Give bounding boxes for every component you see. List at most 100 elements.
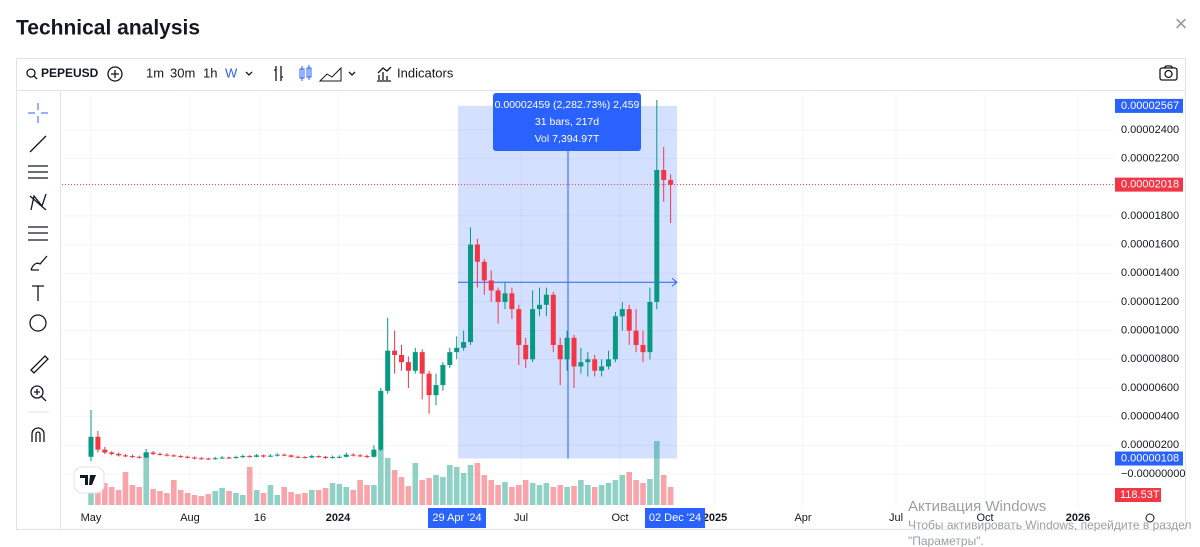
chevron[interactable] bbox=[348, 71, 356, 76]
text-tool[interactable] bbox=[32, 285, 44, 301]
volume-bar bbox=[371, 485, 377, 505]
close-button[interactable]: × bbox=[1175, 11, 1188, 36]
volume-bar bbox=[191, 495, 198, 505]
candle-body bbox=[647, 301, 653, 353]
volume-bar bbox=[226, 491, 232, 505]
y-tick-label: 0.00001400 bbox=[1121, 267, 1179, 279]
time-label: Apr bbox=[794, 512, 811, 524]
candle-body bbox=[281, 454, 287, 456]
symbol[interactable]: PEPEUSD bbox=[41, 66, 99, 80]
volume-bar bbox=[288, 492, 294, 505]
chevron[interactable] bbox=[245, 71, 253, 76]
volume-bar bbox=[578, 480, 584, 505]
time-label: Jul bbox=[889, 512, 903, 524]
candle-body bbox=[488, 280, 494, 291]
candle-body bbox=[150, 452, 156, 454]
trend-line-tool[interactable] bbox=[29, 135, 47, 153]
candle-body bbox=[405, 362, 411, 371]
screenshot-button[interactable] bbox=[1159, 65, 1178, 81]
emoji-tool[interactable] bbox=[29, 314, 47, 332]
candle-body bbox=[378, 390, 384, 450]
volume-bar bbox=[329, 483, 336, 505]
volume-bar bbox=[115, 490, 122, 505]
y-tick-label: 0.00001600 bbox=[1121, 238, 1179, 250]
volume-bar bbox=[205, 494, 212, 505]
volume-bar bbox=[440, 477, 446, 505]
volume-bar bbox=[654, 441, 660, 505]
candle-body bbox=[185, 456, 191, 458]
volume-bar bbox=[309, 490, 315, 505]
candle-body bbox=[412, 352, 418, 371]
volume-bar bbox=[274, 495, 281, 505]
area-icon[interactable] bbox=[318, 66, 342, 82]
candle-body bbox=[606, 359, 611, 367]
candle-body bbox=[537, 304, 542, 310]
symbol-search[interactable]: PEPEUSD bbox=[26, 66, 99, 80]
volume-bar bbox=[536, 485, 543, 505]
volume-bar bbox=[302, 493, 308, 505]
candle-body bbox=[661, 170, 667, 181]
candle-body bbox=[267, 455, 273, 457]
candle-body bbox=[219, 457, 225, 459]
candle-body bbox=[364, 456, 370, 458]
settings-icon[interactable] bbox=[1145, 513, 1155, 523]
plot-area: May Aug 16 2024 Jul Oct 2025 Apr Jul Oct 2026 −0.00… bbox=[62, 93, 1186, 528]
volume-bar bbox=[398, 477, 405, 505]
candle-body bbox=[123, 455, 128, 457]
price-tag-label: 0.00002567 bbox=[1121, 100, 1179, 112]
bars-icon[interactable] bbox=[274, 66, 283, 81]
volume-bar bbox=[143, 452, 149, 505]
interval[interactable]: 30m bbox=[170, 65, 195, 80]
time-label: Oct bbox=[611, 512, 628, 524]
interval-active[interactable]: W bbox=[225, 65, 238, 80]
volume-bar bbox=[509, 487, 515, 505]
volume-bar bbox=[591, 487, 598, 505]
candle-body bbox=[385, 350, 391, 391]
indicators-button[interactable]: Indicators bbox=[397, 65, 454, 80]
volume-bar bbox=[626, 472, 632, 505]
time-label: Aug bbox=[180, 512, 200, 524]
measure-tooltip-line: Vol 7,394.97T bbox=[535, 133, 600, 145]
magnet-tool[interactable] bbox=[31, 427, 45, 442]
candle-body bbox=[316, 456, 322, 458]
candle-body bbox=[330, 457, 335, 459]
candle-body bbox=[530, 309, 536, 360]
y-tick-label: 0.00001800 bbox=[1121, 210, 1179, 222]
candle-body bbox=[468, 244, 473, 343]
volume-bar bbox=[667, 487, 674, 505]
crosshair-tool[interactable] bbox=[28, 103, 48, 123]
volume-bar bbox=[246, 467, 253, 505]
time-label: 16 bbox=[254, 512, 266, 524]
volume-bar bbox=[364, 485, 370, 505]
volume-bar bbox=[343, 487, 350, 505]
ruler-tool[interactable] bbox=[30, 355, 49, 374]
measure-tooltip-line: 0.00002459 (2,282.73%) 2,459 bbox=[495, 99, 640, 111]
candle-body bbox=[461, 342, 467, 348]
candle-body bbox=[626, 309, 632, 331]
candles-icon[interactable] bbox=[299, 65, 312, 81]
candle-body bbox=[143, 452, 149, 458]
price-tag bbox=[1115, 177, 1183, 192]
fib-tool[interactable] bbox=[28, 165, 48, 179]
volume-bar bbox=[267, 485, 274, 505]
indicators-icon[interactable] bbox=[377, 66, 392, 82]
zoom-tool[interactable] bbox=[30, 385, 44, 399]
brush-tool[interactable] bbox=[30, 255, 48, 271]
volume-bar bbox=[150, 489, 156, 505]
interval[interactable]: 1h bbox=[203, 65, 217, 80]
volume-bar bbox=[198, 496, 205, 505]
pattern-tool[interactable] bbox=[29, 193, 47, 211]
candle-body bbox=[523, 344, 529, 360]
volume-bar bbox=[522, 480, 529, 505]
prediction-tool[interactable] bbox=[28, 226, 48, 241]
candle-body bbox=[109, 452, 115, 454]
interval[interactable]: 1m bbox=[146, 65, 164, 80]
volume-bar bbox=[108, 487, 115, 505]
volume-bar bbox=[605, 483, 612, 505]
compare-button[interactable] bbox=[107, 66, 123, 82]
volume-bar bbox=[640, 483, 646, 505]
measure-tooltip bbox=[493, 93, 641, 151]
candle-body bbox=[640, 344, 646, 353]
volume-bar bbox=[295, 494, 301, 505]
candle-body bbox=[619, 309, 625, 317]
